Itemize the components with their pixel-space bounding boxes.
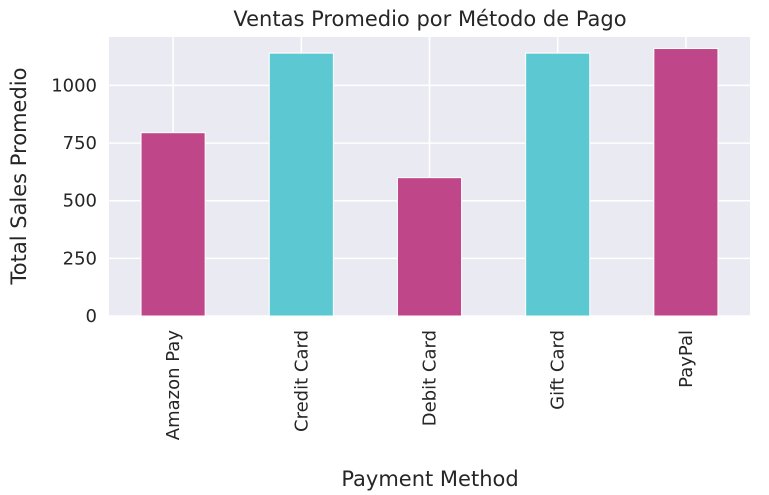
x-tick-label: Amazon Pay — [163, 330, 184, 441]
x-axis-label: Payment Method — [341, 467, 518, 491]
y-axis-label: Total Sales Promedio — [7, 68, 31, 286]
chart-title: Ventas Promedio por Método de Pago — [233, 7, 626, 31]
y-axis-ticks: 0 250 500 750 1000 — [51, 75, 97, 327]
bar-gift-card — [525, 52, 591, 317]
bars — [140, 48, 719, 317]
bar-amazon-pay — [140, 132, 206, 317]
bar-debit-card — [396, 177, 463, 317]
y-tick-label: 1000 — [51, 75, 97, 96]
y-tick-label: 500 — [63, 191, 97, 212]
x-tick-label: Credit Card — [291, 330, 312, 432]
bar-credit-card — [268, 52, 334, 317]
x-tick-label: Debit Card — [420, 330, 441, 426]
y-tick-label: 0 — [86, 306, 97, 327]
x-tick-label: PayPal — [676, 330, 697, 388]
y-tick-label: 250 — [63, 248, 97, 269]
bar-paypal — [653, 48, 719, 317]
y-tick-label: 750 — [63, 133, 97, 154]
x-axis-ticks: Amazon Pay Credit Card Debit Card Gift Card… — [163, 330, 697, 441]
x-tick-label: Gift Card — [548, 330, 569, 410]
